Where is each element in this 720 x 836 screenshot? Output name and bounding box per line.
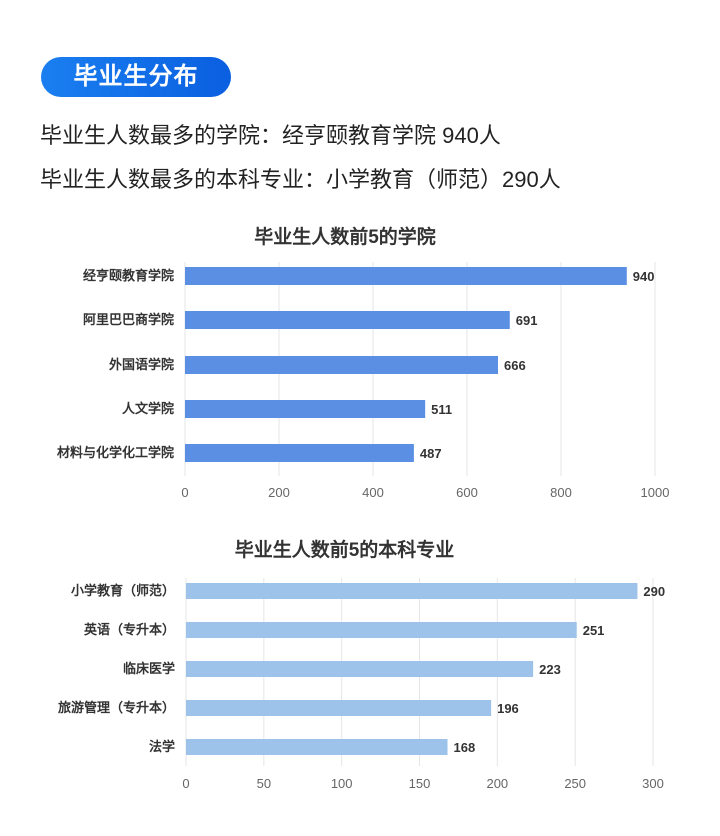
data-label: 196 <box>497 701 519 716</box>
x-tick-label: 50 <box>257 776 271 791</box>
bar <box>186 700 492 716</box>
bar <box>186 661 534 677</box>
x-tick-label: 100 <box>331 776 353 791</box>
category-label: 阿里巴巴商学院 <box>83 312 174 327</box>
category-label: 临床医学 <box>123 661 175 676</box>
data-label: 940 <box>633 269 655 284</box>
data-label: 511 <box>431 402 452 417</box>
x-tick-label: 200 <box>486 776 508 791</box>
category-label: 英语（专升本） <box>83 622 175 637</box>
x-tick-label: 400 <box>362 485 384 500</box>
bar <box>185 400 426 418</box>
bar <box>185 356 499 374</box>
x-tick-label: 800 <box>550 485 572 500</box>
x-tick-label: 150 <box>409 776 431 791</box>
data-label: 290 <box>643 584 665 599</box>
section-badge: 毕业生分布 <box>41 57 231 97</box>
category-label: 旅游管理（专升本） <box>58 700 175 715</box>
x-tick-label: 250 <box>564 776 586 791</box>
summary-major: 毕业生人数最多的本科专业：小学教育（师范）290人 <box>40 167 561 192</box>
bar <box>185 311 510 329</box>
chart-title: 毕业生人数前5的本科专业 <box>235 538 455 561</box>
x-tick-label: 300 <box>642 776 664 791</box>
bar <box>186 583 638 599</box>
chart-title: 毕业生人数前5的学院 <box>254 225 436 248</box>
bar <box>186 739 448 755</box>
x-tick-label: 600 <box>456 485 478 500</box>
data-label: 168 <box>454 740 476 755</box>
category-label: 人文学院 <box>122 401 174 416</box>
data-label: 666 <box>504 358 526 373</box>
x-tick-label: 0 <box>182 776 189 791</box>
data-label: 223 <box>539 662 561 677</box>
bar <box>186 622 577 638</box>
summary-college: 毕业生人数最多的学院：经亨颐教育学院 940人 <box>40 123 501 148</box>
x-tick-label: 200 <box>268 485 290 500</box>
category-label: 材料与化学化工学院 <box>57 445 174 460</box>
bar <box>185 444 414 462</box>
x-tick-label: 0 <box>181 485 188 500</box>
bar <box>185 267 627 285</box>
data-label: 251 <box>583 623 605 638</box>
data-label: 487 <box>420 446 442 461</box>
data-label: 691 <box>516 313 538 328</box>
category-label: 外国语学院 <box>108 357 174 372</box>
category-label: 法学 <box>149 739 175 754</box>
x-tick-label: 1000 <box>641 485 670 500</box>
category-label: 经亨颐教育学院 <box>83 268 174 283</box>
category-label: 小学教育（师范） <box>71 583 175 598</box>
